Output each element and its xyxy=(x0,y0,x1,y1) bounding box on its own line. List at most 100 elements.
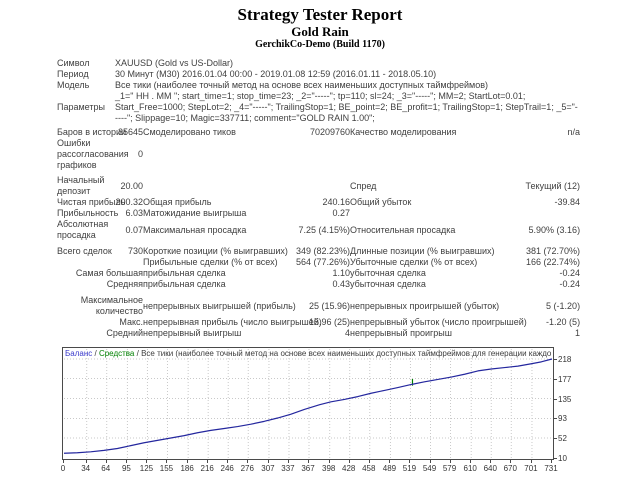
x-tick-mark xyxy=(389,460,391,463)
period-value: 30 Минут (M30) 2016.01.04 00:00 - 2019.0… xyxy=(115,69,437,79)
bars-label: Баров в истории xyxy=(57,127,127,137)
gross-loss-value: -39.84 xyxy=(554,197,581,207)
x-tick-mark xyxy=(166,460,168,463)
x-tick-label: 701 xyxy=(524,464,538,473)
x-tick-mark xyxy=(227,460,229,463)
model-value: Все тики (наиболее точный метод на основ… xyxy=(115,80,488,90)
y-tick-label: 93 xyxy=(558,414,567,424)
x-tick-mark xyxy=(105,460,107,463)
x-tick-mark xyxy=(348,460,350,463)
net-profit-label: Чистая прибыль xyxy=(57,197,126,207)
y-tick-mark xyxy=(554,359,557,360)
row-total-trades: Всего сделок 730 Короткие позиции (% выи… xyxy=(57,246,580,257)
row-largest: Самая большая прибыльная сделка 1.10 убы… xyxy=(57,268,580,279)
avg-consecutive-label: Средний xyxy=(106,328,143,338)
ticks-value: 70209760 xyxy=(309,127,350,137)
x-tick-label: 731 xyxy=(544,464,558,473)
x-tick-mark xyxy=(470,460,472,463)
x-tick-label: 276 xyxy=(240,464,254,473)
rel-drawdown-label: Относительная просадка xyxy=(350,224,456,235)
abs-drawdown-label: Абсолютная просадка xyxy=(57,219,109,240)
mismatch-label: Ошибки рассогласования графиков xyxy=(57,138,129,170)
x-tick-label: 458 xyxy=(362,464,376,473)
maximal-profit-label: непрерывная прибыль (число выигрышей) xyxy=(143,317,322,327)
x-tick-label: 64 xyxy=(101,464,111,473)
x-tick-label: 0 xyxy=(60,464,66,473)
average-loss-value: -0.24 xyxy=(559,279,581,289)
legend-separator-2: / xyxy=(136,349,139,358)
x-tick-mark xyxy=(287,460,289,463)
short-positions-label: Короткие позиции (% выигравших) xyxy=(143,246,288,256)
avg-consecutive-win-value: 4 xyxy=(344,328,350,338)
x-tick-label: 610 xyxy=(463,464,477,473)
y-tick-label: 218 xyxy=(558,355,572,364)
x-tick-label: 95 xyxy=(121,464,131,473)
row-net-profit: Чистая прибыль 200.32 Общая прибыль 240.… xyxy=(57,197,580,208)
expert-name: Gold Rain xyxy=(291,24,349,39)
legend-separator-1: / xyxy=(94,349,97,358)
x-tick-label: 398 xyxy=(322,464,336,473)
maximal-profit-value: 15.96 (25) xyxy=(308,317,350,327)
x-tick-mark xyxy=(429,460,431,463)
x-tick-label: 367 xyxy=(301,464,315,473)
chart-legend: Баланс / Средства / Все тики (наиболее т… xyxy=(65,348,551,359)
average-profit-value: 0.43 xyxy=(332,279,350,289)
row-profit-factor: Прибыльность 6.03 Матожидание выигрыша 0… xyxy=(57,208,580,219)
balance-curve-plot xyxy=(63,349,553,458)
quality-label: Качество моделирования xyxy=(350,127,457,137)
largest-loss-value: -0.24 xyxy=(559,268,581,278)
y-tick-mark xyxy=(554,378,557,380)
row-deposit: Начальный депозит 20.00 Спред Текущий (1… xyxy=(57,175,580,197)
profit-factor-label: Прибыльность xyxy=(57,208,119,218)
deposit-value: 20.00 xyxy=(120,180,143,191)
x-tick-label: 337 xyxy=(281,464,295,473)
short-positions-value: 349 (82.23%) xyxy=(295,246,350,256)
row-model: Модель Все тики (наиболее точный метод н… xyxy=(57,80,580,91)
x-tick-label: 155 xyxy=(159,464,174,473)
profit-trades-label: Прибыльные сделки (% от всех) xyxy=(143,257,278,267)
largest-loss-label: убыточная сделка xyxy=(350,268,426,278)
x-tick-mark xyxy=(490,460,492,463)
row-bars: Баров в истории 35645 Смоделировано тико… xyxy=(57,127,580,138)
balance-chart: Баланс / Средства / Все тики (наиболее т… xyxy=(62,347,554,460)
x-tick-label: 246 xyxy=(220,464,234,473)
x-tick-mark xyxy=(449,460,451,463)
row-period: Период 30 Минут (M30) 2016.01.04 00:00 -… xyxy=(57,69,580,80)
profit-trades-value: 564 (77.26%) xyxy=(295,257,350,267)
expected-payoff-value: 0.27 xyxy=(332,208,350,218)
x-tick-label: 549 xyxy=(422,464,437,473)
balance-line xyxy=(63,358,553,454)
spread-label: Спред xyxy=(350,180,377,191)
x-tick-label: 519 xyxy=(402,464,417,473)
model-label: Модель xyxy=(57,80,90,90)
y-tick-label: 135 xyxy=(558,394,572,404)
symbol-value: XAUUSD (Gold vs US-Dollar) xyxy=(115,58,234,68)
x-tick-mark xyxy=(207,460,209,463)
total-trades-label: Всего сделок xyxy=(57,246,112,256)
x-tick-label: 579 xyxy=(442,464,457,473)
row-profit-trades: Прибыльные сделки (% от всех) 564 (77.26… xyxy=(57,257,580,268)
largest-profit-label: прибыльная сделка xyxy=(143,268,226,278)
avg-consecutive-win-label: непрерывный выигрыш xyxy=(143,328,242,338)
average-profit-label: прибыльная сделка xyxy=(143,279,226,289)
parameters-value: _1=" HH . MM "; start_time=1; stop_time=… xyxy=(115,91,578,123)
row-mismatch: Ошибки рассогласования графиков 0 xyxy=(57,138,580,171)
gross-profit-value: 240.16 xyxy=(322,197,350,207)
long-positions-label: Длинные позиции (% выигравших) xyxy=(350,246,495,256)
maximal-label: Макс. xyxy=(119,317,143,327)
largest-label: Самая большая xyxy=(75,268,143,278)
quality-value: n/a xyxy=(567,127,581,137)
legend-equity-label: Средства xyxy=(98,349,135,358)
row-maximal-consecutive: Макс. непрерывная прибыль (число выигрыш… xyxy=(57,317,580,328)
x-tick-label: 489 xyxy=(382,464,397,473)
max-drawdown-label: Максимальная просадка xyxy=(143,224,247,235)
avg-consecutive-loss-label: непрерывный проигрыш xyxy=(350,328,452,338)
y-tick-mark xyxy=(554,418,557,420)
x-tick-label: 216 xyxy=(200,464,214,473)
abs-drawdown-value: 0.07 xyxy=(125,224,143,235)
row-average-consecutive: Средний непрерывный выигрыш 4 непрерывны… xyxy=(57,328,580,339)
row-parameters: Параметры _1=" HH . MM "; start_time=1; … xyxy=(57,91,580,124)
bars-value: 35645 xyxy=(117,127,143,137)
mismatch-value: 0 xyxy=(137,149,143,159)
x-tick-label: 428 xyxy=(342,464,356,473)
